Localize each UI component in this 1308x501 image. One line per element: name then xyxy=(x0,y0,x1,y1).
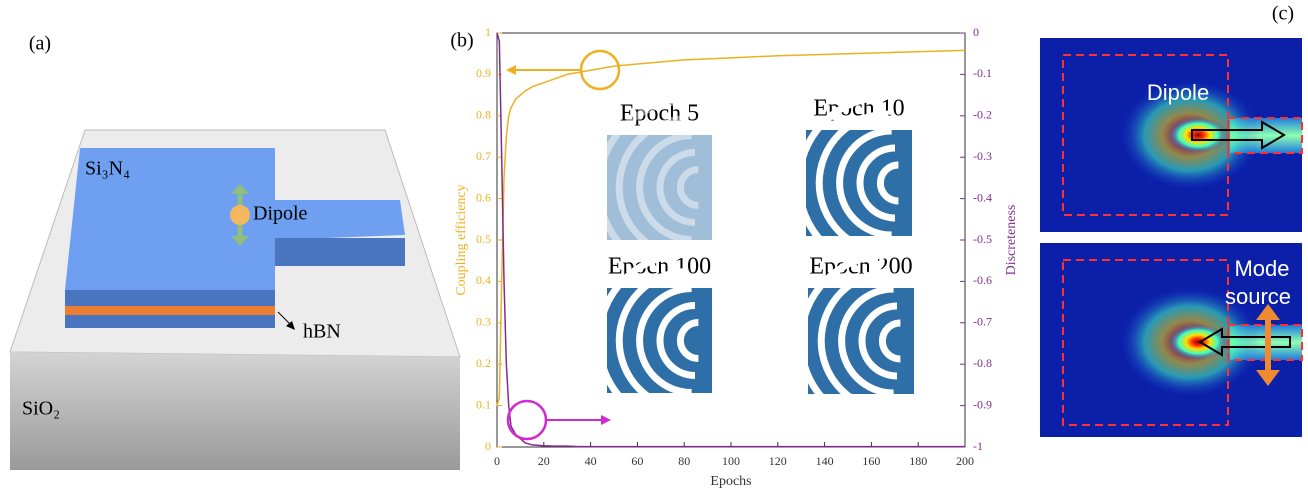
annotation-circle xyxy=(506,399,548,441)
y2-axis-label: Discreteness xyxy=(1004,205,1019,276)
dipole-arrowhead xyxy=(231,236,249,246)
inset-pattern xyxy=(595,251,685,430)
design-region xyxy=(1062,54,1229,216)
y-tick-label: 0.8 xyxy=(476,108,491,122)
inset-pattern xyxy=(676,166,699,209)
y-axis-label: Coupling efficiency xyxy=(454,184,469,295)
layer-label: hBN xyxy=(303,321,341,343)
waveguide-outline xyxy=(1227,117,1303,154)
y-tick-label: 0.3 xyxy=(476,315,491,329)
inset-pattern xyxy=(676,319,699,362)
field-hotspot xyxy=(1168,324,1228,360)
x-tick-label: 80 xyxy=(678,454,690,468)
caption: Dipole xyxy=(1147,80,1209,105)
inset-pattern xyxy=(817,268,891,414)
direction-arrow xyxy=(1198,327,1291,357)
source-arrowhead xyxy=(1256,370,1280,386)
caption: source xyxy=(1225,284,1291,309)
x-tick-label: 200 xyxy=(956,454,974,468)
hbn-layer xyxy=(65,306,275,315)
inset-pattern xyxy=(795,93,885,273)
block-top xyxy=(65,148,275,290)
y2-tick-label: -0.4 xyxy=(973,190,992,204)
y2-tick-label: -0.8 xyxy=(973,356,992,370)
direction-arrow xyxy=(1191,120,1286,150)
substrate-front xyxy=(10,352,460,470)
dipole-arrowhead xyxy=(231,184,249,194)
y2-tick-label: -0.1 xyxy=(973,66,992,80)
y2-tick-label: -1 xyxy=(973,439,983,453)
data-line xyxy=(496,32,965,448)
inset-pattern xyxy=(838,285,894,397)
inset-image xyxy=(607,135,712,240)
panel-label: (a) xyxy=(29,33,51,55)
field-hotspot xyxy=(1168,117,1228,153)
y-tick-label: 0.5 xyxy=(476,232,491,246)
y-tick-label: 0.4 xyxy=(476,273,491,287)
y2-tick-label: -0.5 xyxy=(973,232,992,246)
y2-tick-label: -0.6 xyxy=(973,273,992,287)
y-tick-label: 1 xyxy=(485,25,491,39)
pointer-head xyxy=(286,321,295,330)
panel-label: (b) xyxy=(450,30,473,52)
waveguide-front xyxy=(275,238,405,266)
y-tick-label: 0.1 xyxy=(476,397,491,411)
y2-tick-label: -0.3 xyxy=(973,149,992,163)
inset-pattern xyxy=(797,251,887,431)
x-tick-label: 180 xyxy=(909,454,927,468)
inset-pattern xyxy=(815,110,889,256)
x-tick-label: 40 xyxy=(585,454,597,468)
caption: Mode xyxy=(1234,256,1289,281)
y-tick-label: 0.2 xyxy=(476,356,491,370)
y2-tick-label: -0.9 xyxy=(973,397,992,411)
layer-label: SiO₂ xyxy=(22,398,60,420)
x-tick-label: 140 xyxy=(816,454,834,468)
x-tick-label: 0 xyxy=(494,454,500,468)
x-tick-label: 160 xyxy=(862,454,880,468)
x-tick-label: 100 xyxy=(722,454,740,468)
y-tick-label: 0 xyxy=(485,439,491,453)
inset-pattern xyxy=(636,285,692,396)
y2-tick-label: -0.2 xyxy=(973,108,992,122)
data-line xyxy=(496,49,966,406)
inset-pattern xyxy=(836,127,892,239)
annotation-arrowhead xyxy=(601,415,611,425)
source-arrowhead xyxy=(1256,304,1280,320)
inset-pattern xyxy=(615,268,689,413)
x-axis-label: Epochs xyxy=(710,474,751,489)
inset-pattern xyxy=(656,149,696,226)
inset-label: Epoch 5 xyxy=(620,101,699,127)
panel-a: (a) Si₃N₄ Dipole hBN SiO₂ xyxy=(9,33,461,470)
inset-pattern xyxy=(656,302,696,379)
panel-label: (c) xyxy=(1272,3,1294,25)
panel-c: (c) Dipole Mode source xyxy=(1040,3,1303,437)
x-tick-label: 20 xyxy=(538,454,550,468)
y-tick-label: 0.9 xyxy=(476,66,491,80)
annotation-arrowhead xyxy=(506,65,516,75)
inset-pattern xyxy=(615,115,689,260)
inset-pattern xyxy=(856,144,896,222)
y2-tick-label: 0 xyxy=(973,25,979,39)
inset-pattern xyxy=(636,132,692,243)
annotation-circle xyxy=(579,49,621,91)
dipole xyxy=(230,205,250,225)
y-tick-label: 0.6 xyxy=(476,190,491,204)
inset-pattern xyxy=(876,161,899,205)
y-tick-label: 0.7 xyxy=(476,149,491,163)
waveguide-top xyxy=(275,200,405,240)
inset-pattern xyxy=(878,319,901,363)
layer-label: Si₃N₄ xyxy=(85,158,130,180)
inset-pattern xyxy=(858,302,898,380)
y2-tick-label: -0.7 xyxy=(973,315,992,329)
x-tick-label: 60 xyxy=(631,454,643,468)
x-tick-label: 120 xyxy=(769,454,787,468)
dipole-label: Dipole xyxy=(253,203,308,225)
